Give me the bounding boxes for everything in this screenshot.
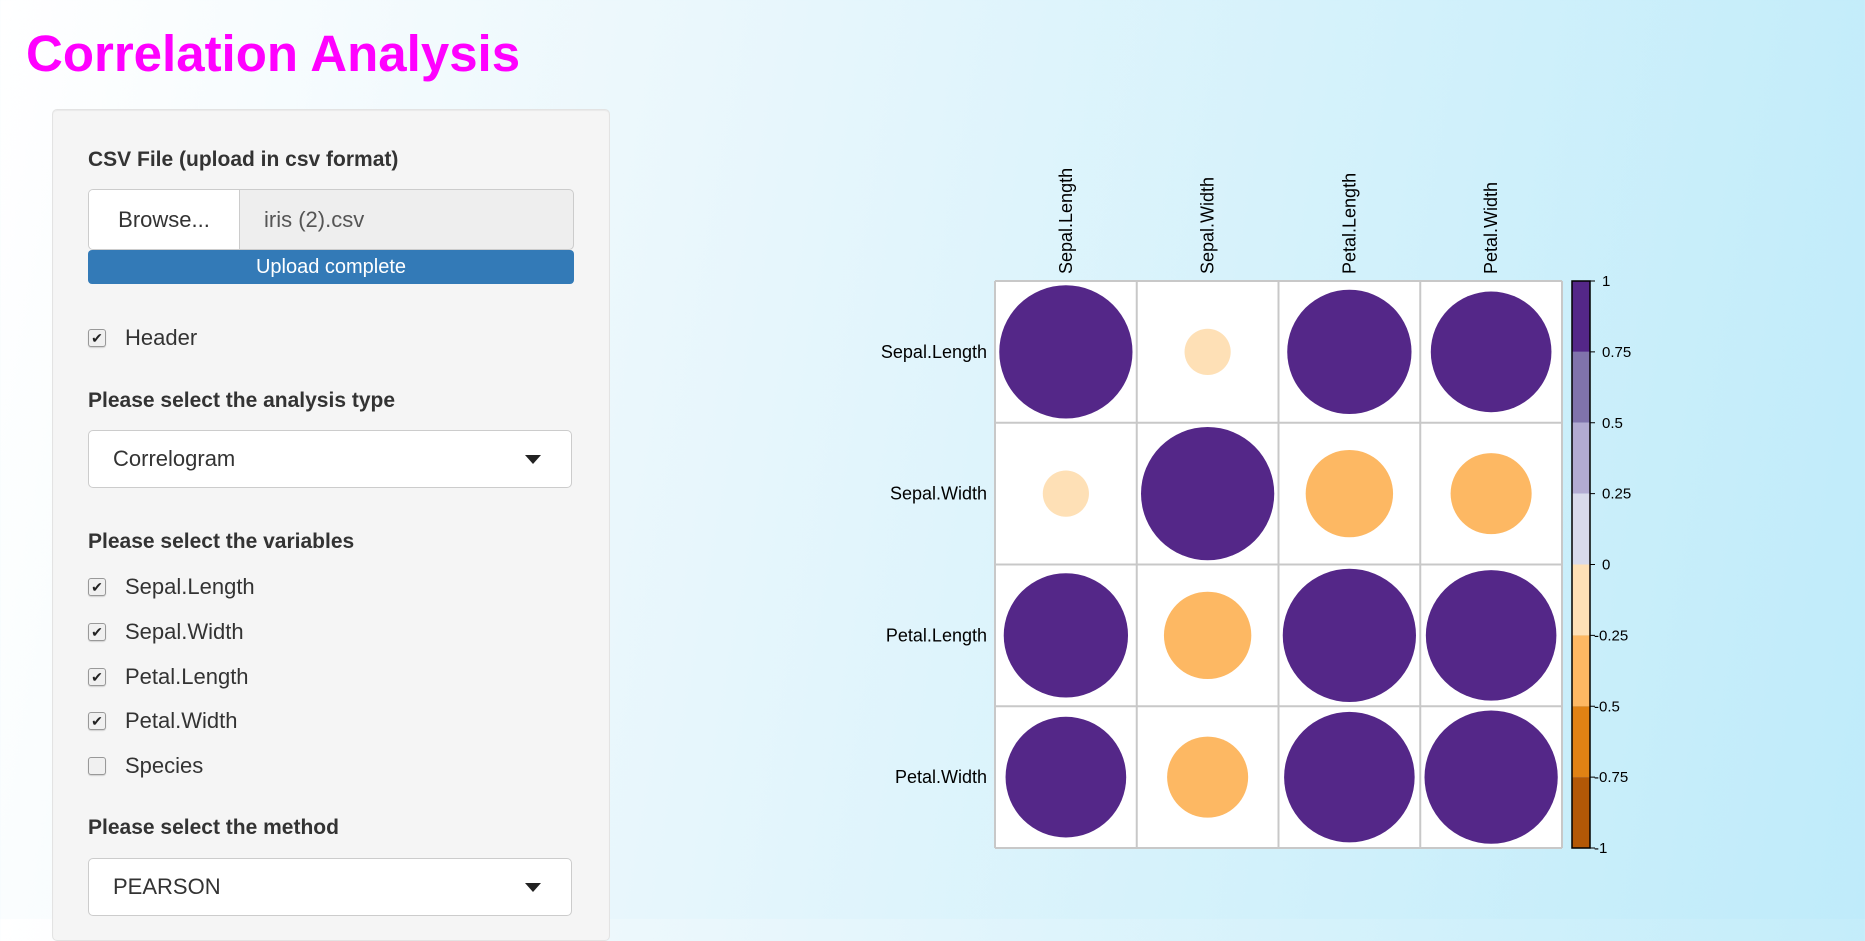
checkbox-box[interactable]: ✔ bbox=[88, 329, 106, 347]
column-label: Petal.Width bbox=[1481, 182, 1501, 274]
column-label: Petal.Length bbox=[1339, 173, 1359, 274]
correlation-circle bbox=[1287, 289, 1412, 415]
colorbar-bin bbox=[1572, 564, 1590, 636]
upload-progress-bar: Upload complete bbox=[88, 250, 574, 284]
column-label: Sepal.Width bbox=[1198, 177, 1218, 274]
row-label: Petal.Width bbox=[895, 767, 987, 787]
checkbox-box[interactable]: ✔ bbox=[88, 623, 106, 641]
colorbar-bin bbox=[1572, 493, 1590, 565]
colorbar-bin bbox=[1572, 351, 1590, 423]
correlation-circle bbox=[1284, 711, 1415, 843]
checkbox-label: Petal.Width bbox=[125, 708, 238, 733]
colorbar-tick-label: 1 bbox=[1602, 273, 1610, 290]
colorbar-bin bbox=[1572, 281, 1590, 352]
correlation-circle bbox=[999, 285, 1133, 419]
method-select[interactable]: PEARSON bbox=[88, 858, 572, 916]
colorbar-tick-label: -0.5 bbox=[1594, 698, 1620, 715]
page-title: Correlation Analysis bbox=[26, 25, 521, 82]
analysis-type-label: Please select the analysis type bbox=[88, 389, 396, 412]
row-label: Sepal.Length bbox=[881, 342, 987, 362]
correlation-circle bbox=[1424, 710, 1558, 844]
header-checkbox[interactable]: ✔ Header bbox=[88, 325, 197, 351]
correlation-circle bbox=[1425, 570, 1557, 701]
analysis-type-value: Correlogram bbox=[113, 446, 236, 471]
colorbar-tick-label: -0.25 bbox=[1594, 627, 1628, 644]
correlation-circle bbox=[1003, 573, 1129, 698]
correlation-circle bbox=[1141, 427, 1275, 561]
colorbar-tick-label: 0.25 bbox=[1602, 486, 1631, 503]
checkbox-label: Species bbox=[125, 753, 204, 778]
correlation-circle bbox=[1450, 453, 1532, 535]
colorbar-bin bbox=[1572, 635, 1590, 707]
checkbox-label: Header bbox=[125, 325, 198, 350]
correlation-circle bbox=[1184, 328, 1231, 375]
colorbar-bin bbox=[1572, 706, 1590, 778]
variable-checkbox[interactable]: ✔ Sepal.Length bbox=[88, 574, 255, 600]
checkbox-box[interactable] bbox=[88, 757, 106, 775]
browse-button[interactable]: Browse... bbox=[89, 190, 240, 249]
correlation-circle bbox=[1005, 716, 1127, 838]
correlation-circle bbox=[1430, 291, 1552, 413]
checkbox-label: Petal.Length bbox=[125, 664, 249, 689]
correlation-circle bbox=[1167, 736, 1249, 818]
variable-checkbox[interactable]: ✔ Sepal.Width bbox=[88, 619, 244, 645]
colorbar-tick-label: 0.75 bbox=[1602, 344, 1631, 361]
colorbar-bin bbox=[1572, 422, 1590, 494]
checkbox-box[interactable]: ✔ bbox=[88, 668, 106, 686]
variable-checkbox[interactable]: ✔ Petal.Length bbox=[88, 664, 249, 690]
correlation-circle bbox=[1282, 568, 1416, 702]
variable-checkbox[interactable]: Species bbox=[88, 753, 203, 779]
correlogram-chart: Sepal.Length Sepal.Length Sepal.Width Sepal… bbox=[881, 168, 1631, 857]
checkbox-label: Sepal.Length bbox=[125, 574, 255, 599]
analysis-type-select[interactable]: Correlogram bbox=[88, 430, 572, 488]
row-label: Sepal.Width bbox=[890, 484, 987, 504]
row-label: Petal.Length bbox=[886, 625, 987, 645]
file-input[interactable]: Browse... iris (2).csv bbox=[88, 189, 574, 250]
correlation-circle bbox=[1163, 591, 1252, 680]
checkbox-label: Sepal.Width bbox=[125, 619, 244, 644]
colorbar-tick-label: -0.75 bbox=[1594, 769, 1628, 786]
chevron-down-icon bbox=[525, 883, 541, 892]
file-name-field: iris (2).csv bbox=[264, 206, 365, 232]
column-label: Sepal.Length bbox=[1056, 168, 1076, 274]
method-label: Please select the method bbox=[88, 816, 339, 839]
correlation-circle bbox=[1042, 470, 1089, 517]
colorbar-bin bbox=[1572, 777, 1590, 848]
checkbox-box[interactable]: ✔ bbox=[88, 578, 106, 596]
variables-label: Please select the variables bbox=[88, 530, 355, 553]
file-input-label: CSV File (upload in csv format) bbox=[88, 148, 399, 171]
chevron-down-icon bbox=[525, 455, 541, 464]
colorbar-tick-label: -1 bbox=[1594, 840, 1607, 857]
colorbar-tick-label: 0 bbox=[1602, 557, 1610, 574]
method-value: PEARSON bbox=[113, 874, 221, 899]
checkbox-box[interactable]: ✔ bbox=[88, 712, 106, 730]
variable-checkbox[interactable]: ✔ Petal.Width bbox=[88, 708, 238, 734]
colorbar-tick-label: 0.5 bbox=[1602, 415, 1623, 432]
correlation-circle bbox=[1305, 449, 1394, 538]
